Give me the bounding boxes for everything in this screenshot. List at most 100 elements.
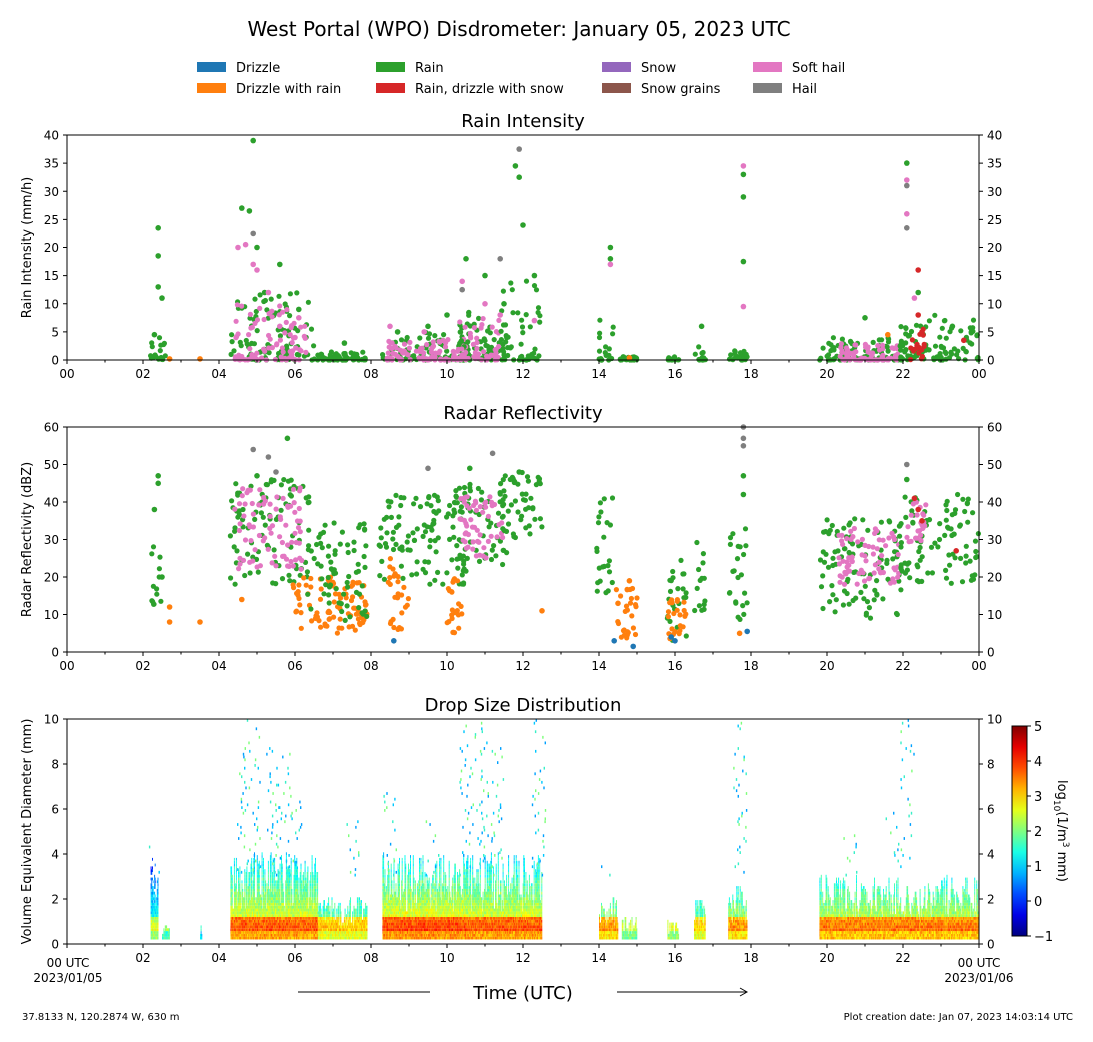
data-point: [406, 345, 412, 351]
dsd-cell: [270, 855, 272, 858]
dsd-cell: [304, 863, 306, 867]
data-point: [245, 551, 251, 557]
data-point: [265, 546, 271, 552]
dsd-cell: [300, 877, 302, 881]
x-tick-label: 18: [743, 367, 758, 381]
data-point: [700, 551, 707, 557]
data-point: [393, 524, 400, 531]
data-point: [458, 496, 464, 502]
dsd-cell: [256, 866, 258, 870]
y-tick-label: 35: [44, 157, 59, 171]
data-point: [928, 544, 935, 550]
data-point: [925, 570, 931, 576]
data-point: [250, 230, 256, 237]
data-point: [404, 539, 410, 545]
data-point: [277, 534, 283, 540]
dsd-cell: [254, 891, 255, 895]
dsd-cell: [266, 883, 268, 887]
data-point: [615, 600, 621, 607]
data-point: [908, 328, 915, 335]
dsd-cell: [233, 880, 235, 884]
data-point: [485, 538, 491, 545]
data-point: [250, 558, 256, 564]
data-point: [397, 546, 403, 552]
data-point: [886, 336, 892, 342]
data-point: [280, 349, 286, 355]
data-point: [327, 616, 333, 622]
data-point: [477, 532, 483, 538]
data-point: [432, 333, 438, 339]
dsd-cell: [289, 880, 291, 884]
dsd-cell: [231, 883, 233, 887]
data-point: [159, 356, 165, 362]
data-point: [391, 638, 397, 644]
data-point: [871, 570, 877, 576]
data-point: [879, 337, 885, 343]
dsd-cell: [246, 866, 248, 870]
data-point: [674, 607, 680, 613]
legend-swatch: [197, 62, 226, 72]
data-point: [328, 356, 334, 362]
dsd-cell: [246, 883, 248, 887]
data-point: [351, 539, 357, 545]
data-point: [425, 465, 431, 472]
dsd-cell: [154, 874, 156, 878]
data-point: [502, 473, 508, 479]
data-point: [539, 524, 545, 530]
data-point: [864, 599, 871, 605]
data-point: [943, 575, 950, 581]
data-point: [426, 494, 432, 500]
data-point: [525, 478, 532, 484]
dsd-cell: [291, 888, 293, 892]
data-point: [505, 352, 511, 359]
data-point: [862, 553, 868, 559]
dsd-cell: [239, 869, 241, 872]
dsd-cell: [231, 874, 233, 878]
dsd-cell: [279, 888, 281, 892]
dsd-cell: [151, 883, 153, 887]
data-point: [326, 584, 333, 590]
data-point: [495, 510, 502, 516]
data-point: [446, 588, 453, 594]
data-point: [242, 501, 248, 507]
data-point: [161, 340, 167, 346]
data-point: [500, 534, 506, 541]
data-point: [500, 341, 506, 347]
data-point: [457, 516, 463, 522]
dsd-cell: [154, 880, 156, 884]
data-point: [855, 539, 861, 545]
dsd-cell: [157, 905, 159, 909]
data-point: [450, 348, 456, 354]
data-point: [740, 194, 747, 200]
data-point: [250, 261, 256, 268]
data-point: [678, 557, 684, 564]
dsd-cell: [152, 894, 153, 898]
data-point: [904, 182, 910, 189]
data-point: [236, 527, 242, 534]
data-point: [361, 521, 367, 527]
dsd-cell: [157, 919, 159, 923]
data-point: [932, 343, 939, 349]
data-point: [526, 523, 532, 529]
dsd-cell: [251, 880, 253, 884]
data-point: [387, 575, 393, 581]
data-point: [500, 497, 506, 503]
dsd-cell: [281, 872, 283, 875]
data-point: [459, 286, 466, 293]
data-point: [428, 349, 435, 355]
dsd-cell: [239, 877, 241, 881]
data-point: [936, 353, 942, 359]
data-point: [853, 342, 859, 348]
data-point: [463, 255, 469, 262]
data-point: [879, 553, 885, 559]
data-point: [632, 602, 639, 608]
data-point: [701, 355, 707, 361]
dsd-cell: [260, 894, 262, 898]
data-point: [475, 485, 481, 492]
dsd-cell: [301, 880, 303, 884]
data-point: [630, 625, 637, 631]
data-point: [334, 630, 340, 636]
data-point: [303, 582, 309, 588]
data-point: [428, 524, 434, 530]
data-point: [683, 594, 689, 601]
